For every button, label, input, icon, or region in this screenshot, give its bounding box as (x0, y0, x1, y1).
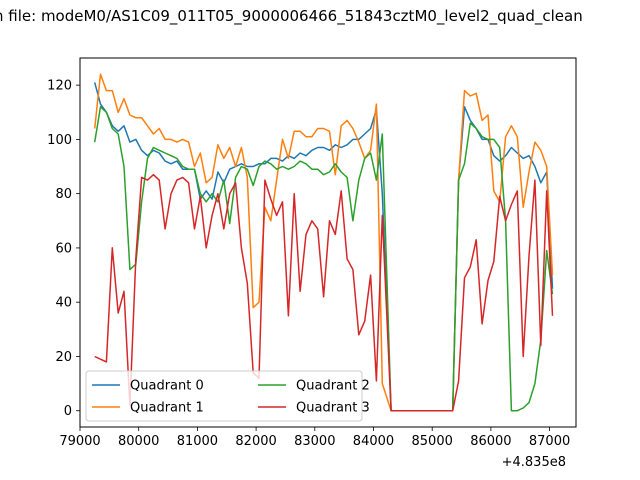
x-tick-label: 87000 (529, 434, 570, 449)
y-tick-label: 100 (47, 133, 72, 148)
x-tick-label: 85000 (412, 434, 453, 449)
legend-box (85, 370, 363, 422)
y-tick-label: 40 (55, 296, 72, 311)
series-line-quadrant-1 (93, 73, 554, 412)
x-tick-label: 83000 (294, 434, 335, 449)
y-tick-label: 120 (47, 79, 72, 94)
y-axis: 0 20 40 60 80 100 120 (47, 79, 80, 419)
x-axis-offset-label: +4.835e8 (502, 455, 566, 470)
x-tick-label: 86000 (470, 434, 511, 449)
series-line-quadrant-2 (93, 106, 554, 412)
plot-series (93, 73, 554, 412)
x-tick-label: 79000 (59, 434, 100, 449)
legend-label: Quadrant 1 (130, 401, 204, 416)
chart-legend: Quadrant 0 Quadrant 1 Quadrant 2 Quadrant 3 (85, 370, 370, 422)
x-tick-label: 82000 (235, 434, 276, 449)
x-tick-label: 80000 (118, 434, 159, 449)
legend-label: Quadrant 2 (296, 379, 370, 394)
series-line-quadrant-3 (94, 173, 554, 412)
legend-label: Quadrant 0 (130, 379, 204, 394)
legend-label: Quadrant 3 (296, 401, 370, 416)
y-tick-label: 60 (55, 241, 72, 256)
x-tick-label: 84000 (353, 434, 394, 449)
y-tick-label: 80 (55, 187, 72, 202)
series-line-quadrant-0 (93, 82, 554, 412)
chart-title: n file: modeM0/AS1C09_011T05_9000006466_… (0, 7, 583, 26)
x-tick-label: 81000 (177, 434, 218, 449)
y-tick-label: 20 (55, 350, 72, 365)
y-tick-label: 0 (64, 404, 72, 419)
x-axis: 79000 80000 81000 82000 83000 84000 85000 86000… (59, 427, 570, 449)
plot-frame (79, 57, 577, 428)
